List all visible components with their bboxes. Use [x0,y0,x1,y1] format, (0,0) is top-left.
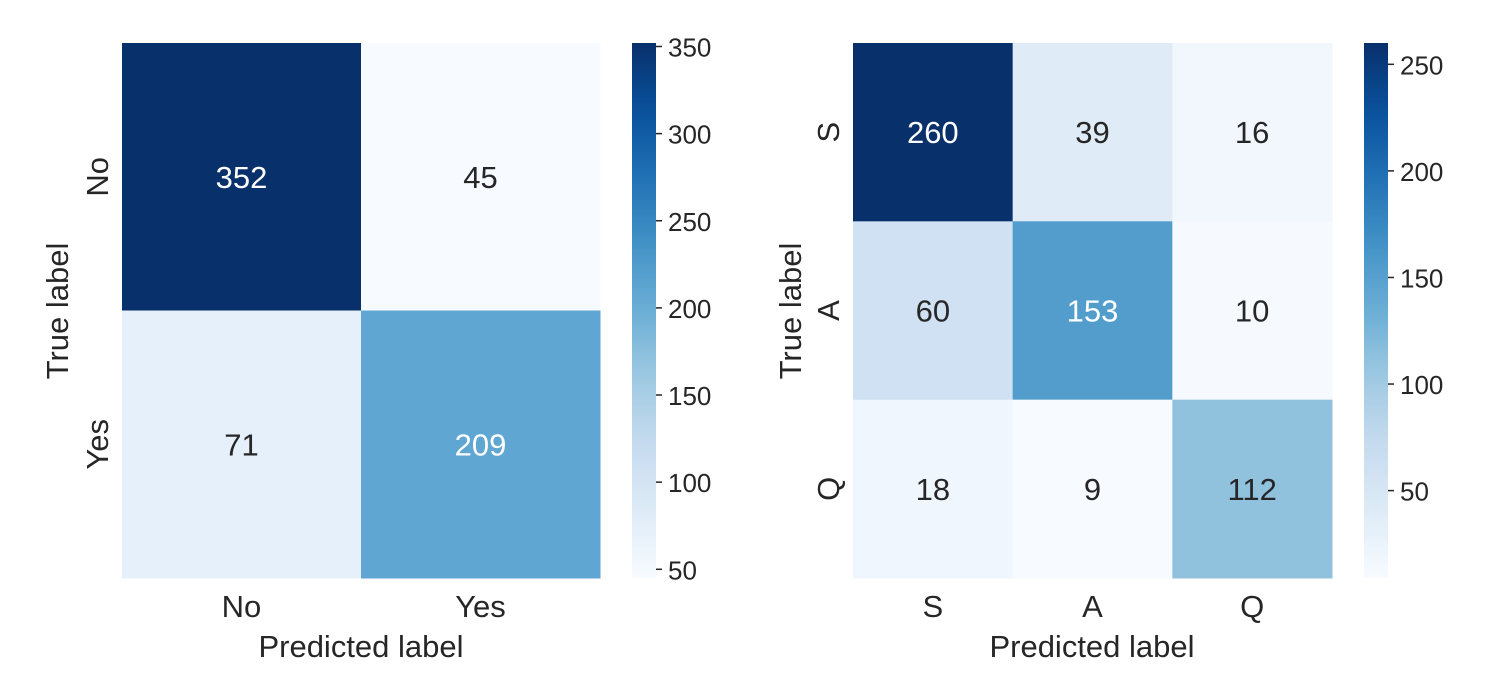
cell-value-label: 209 [455,427,507,462]
cell-value-label: 260 [907,115,959,150]
y-axis-label: True label [40,243,75,380]
heatmap-cell [853,221,1014,401]
heatmap-panel-1: 352 45 71 209 No Yes No Yes Predicted label True … [40,32,711,664]
cell-value-label: 112 [1227,472,1276,507]
y-tick-label: A [811,300,846,321]
heatmap-cell [1172,399,1333,579]
colorbar-tick-label: 300 [668,120,711,150]
cell-value-label: 45 [463,160,497,195]
colorbar-tick-label: 150 [1400,263,1443,293]
x-axis-label: Predicted label [989,629,1194,664]
colorbar-tick-label: 250 [668,207,711,237]
heatmap-cell [122,310,362,579]
cell-value-label: 10 [1235,294,1269,329]
x-tick-label: Q [1240,589,1264,624]
x-tick-label: No [222,589,262,624]
cell-value-label: 39 [1075,115,1109,150]
heatmap-cell [1172,221,1333,401]
heatmap-cell [853,399,1014,579]
heatmap-cell [1012,43,1173,222]
cell-value-label: 71 [224,427,258,462]
y-axis-label: True label [773,243,808,380]
heatmap-cell [361,43,601,311]
heatmap-cell [361,310,601,579]
colorbar-tick-label: 100 [1400,370,1443,400]
colorbar-tick-label: 50 [668,555,697,585]
x-tick-label: S [922,589,943,624]
heatmap-cell [853,43,1014,222]
y-tick-label: Q [811,477,846,501]
x-tick-label: Yes [455,589,506,624]
heatmap-cell [1172,43,1333,222]
cell-value-label: 9 [1084,472,1101,507]
cell-value-label: 16 [1235,115,1269,150]
colorbar-tick-label: 200 [1400,157,1443,187]
colorbar-tick-label: 350 [668,32,711,62]
x-tick-label: A [1082,589,1103,624]
heatmap-cell [1012,399,1173,579]
heatmap-panel-2: 260 39 16 60 153 10 18 9 112 S A Q S A Q Predicted labe… [773,43,1443,664]
heatmap-cell [1012,221,1173,401]
cell-value-label: 153 [1067,294,1119,329]
cell-value-label: 352 [216,160,268,195]
y-tick-label: S [811,122,846,143]
cell-value-label: 18 [916,472,950,507]
y-tick-label: No [80,157,115,197]
colorbar-tick-label: 150 [668,381,711,411]
colorbar-tick-label: 250 [1400,50,1443,80]
x-axis-label: Predicted label [258,629,463,664]
colorbar-tick-label: 200 [668,294,711,324]
colorbar [632,43,656,578]
colorbar-tick-label: 100 [668,468,711,498]
heatmap-cell [122,43,362,311]
y-tick-label: Yes [80,419,115,470]
cell-value-label: 60 [916,294,950,329]
colorbar [1364,43,1388,578]
colorbar-tick-label: 50 [1400,477,1429,507]
